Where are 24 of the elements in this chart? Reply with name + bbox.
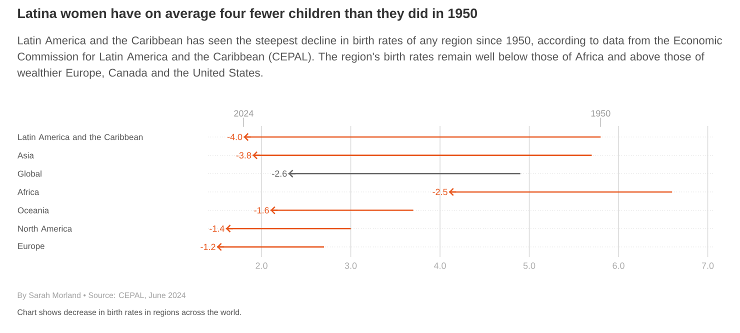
y-tick-label: Latin America and the Caribbean	[18, 134, 143, 140]
x-tick-label: 7.0	[702, 262, 714, 269]
x-tick-label: 6.0	[612, 262, 624, 269]
text: 2024	[234, 110, 254, 117]
data-label: -2.5	[432, 188, 448, 196]
y-tick-label: North America	[18, 225, 72, 232]
text: 1950	[591, 110, 610, 117]
data-label: -2.6	[272, 170, 287, 177]
x-tick-label: 2.0	[256, 262, 268, 269]
y-tick-label: Asia	[17, 152, 34, 158]
data-label: -1.2	[200, 244, 216, 250]
y-tick-label: Africa	[17, 188, 40, 196]
y-tick-label: Oceania	[18, 207, 50, 214]
data-label: -1.4	[210, 226, 224, 232]
data-label: -4.0	[227, 134, 242, 140]
x-tick-label: 4.0	[434, 262, 446, 269]
y-tick-label: Global	[18, 170, 42, 177]
chart-subtitle: Latin America and the Caribbean has seen the steepest decline in birth rates of any region since 1950, according to data from the Economic Commission for Latin America and the Caribbean (CEPAL). The region's birth rates remain well below those of Africa and above those of wealthier Europe, Canada and the United States.	[17, 36, 722, 79]
x-tick-label: 3.0	[344, 262, 357, 269]
data-label: -1.6	[254, 207, 269, 214]
chart-title: Latina women have on average four fewer children than they did in 1950	[18, 8, 478, 21]
data-label: -3.8	[236, 152, 252, 158]
y-tick-label: Europe	[18, 243, 44, 251]
x-tick-label: 5.0	[523, 262, 536, 269]
